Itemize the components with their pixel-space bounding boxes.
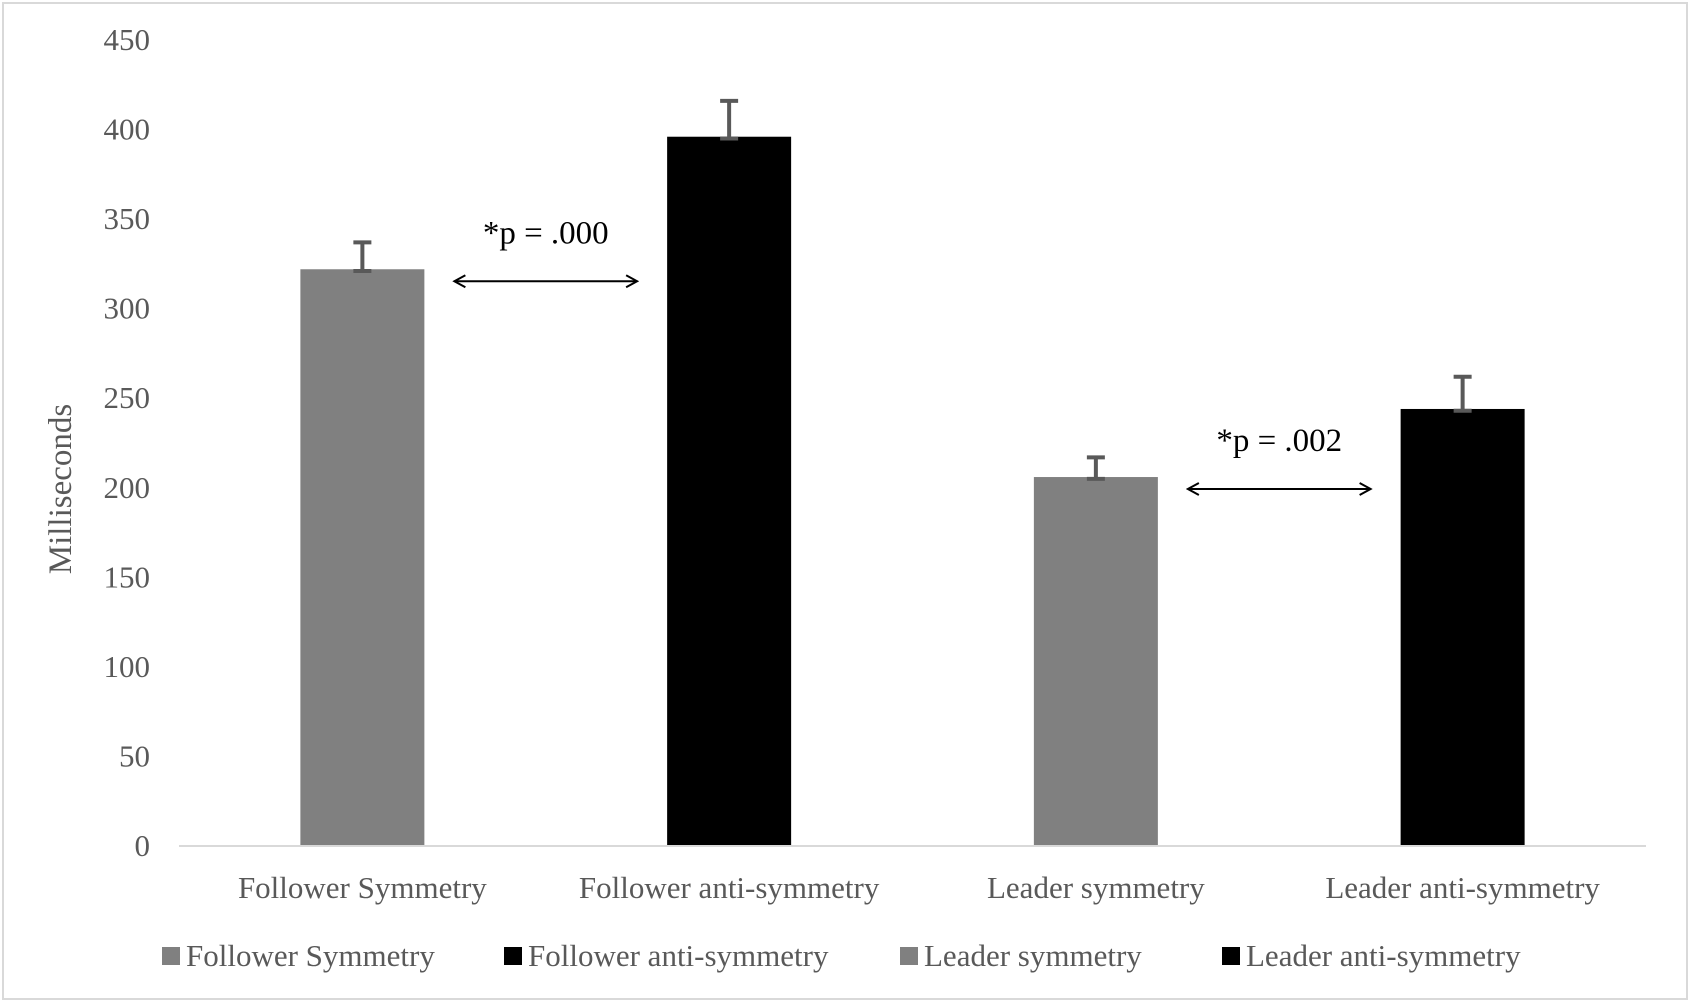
- y-tick-label: 450: [104, 22, 151, 57]
- bar: [667, 136, 792, 847]
- bar-chart: 0 50 100 150 200 250 300 350 400 450 Milliseconds…: [43, 22, 1646, 973]
- y-axis-ticks: 0 50 100 150 200 250 300 350 400 450: [104, 22, 151, 863]
- legend-label: Leader symmetry: [924, 938, 1142, 973]
- bar: [300, 269, 425, 846]
- category-labels: Follower Symmetry Follower anti-symmetry L…: [238, 870, 1600, 905]
- legend: Follower Symmetry Follower anti-symmetry L…: [162, 938, 1521, 973]
- y-tick-label: 350: [104, 201, 151, 236]
- error-bars: [353, 98, 1472, 481]
- legend-swatch: [1222, 947, 1240, 965]
- legend-label: Follower Symmetry: [186, 938, 435, 973]
- category-label: Follower anti-symmetry: [579, 870, 880, 905]
- category-label: Follower Symmetry: [238, 870, 487, 905]
- y-tick-label: 300: [104, 291, 151, 326]
- significance-label: *p = .000: [483, 215, 609, 251]
- category-label: Leader symmetry: [987, 870, 1205, 905]
- y-tick-label: 250: [104, 380, 151, 415]
- bar: [1400, 408, 1525, 846]
- category-label: Leader anti-symmetry: [1325, 870, 1600, 905]
- y-tick-label: 50: [119, 738, 150, 773]
- annotations: *p = .000 *p = .002: [454, 215, 1370, 489]
- y-tick-label: 400: [104, 112, 151, 147]
- bar: [1033, 477, 1158, 846]
- y-tick-label: 200: [104, 470, 151, 505]
- legend-label: Follower anti-symmetry: [528, 938, 829, 973]
- bars: [300, 136, 1525, 847]
- legend-swatch: [900, 947, 918, 965]
- legend-swatch: [504, 947, 522, 965]
- legend-label: Leader anti-symmetry: [1246, 938, 1521, 973]
- y-tick-label: 0: [135, 828, 151, 863]
- legend-swatch: [162, 947, 180, 965]
- y-tick-label: 150: [104, 559, 151, 594]
- y-tick-label: 100: [104, 649, 151, 684]
- significance-label: *p = .002: [1216, 423, 1342, 459]
- y-axis-title: Milliseconds: [43, 404, 79, 575]
